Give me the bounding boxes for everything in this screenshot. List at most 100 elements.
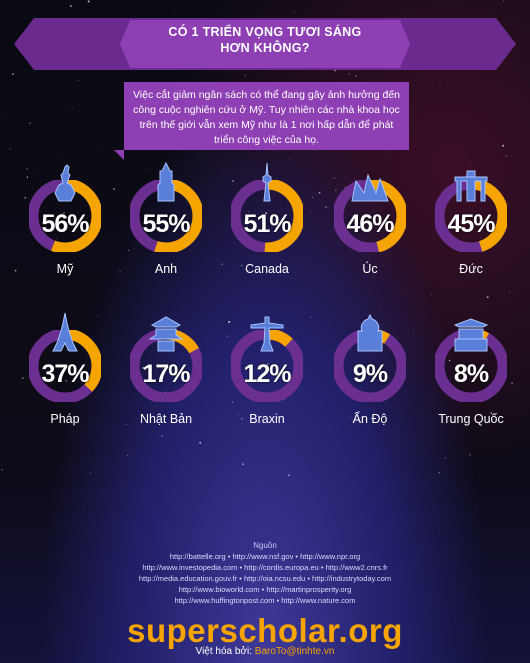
star [33,170,35,172]
star [293,11,295,13]
star [199,441,202,444]
star [6,117,8,119]
star [438,471,441,474]
star [265,212,268,215]
title-banner-inner [120,20,410,68]
star [145,168,147,170]
country-name: Úc [362,262,378,276]
star [503,0,504,2]
star [119,270,121,273]
star [40,422,42,424]
star [78,79,80,81]
star [244,74,246,76]
country-name: Ấn Độ [352,412,388,426]
country-item: 17% Nhật Bản [118,308,214,428]
source-line[interactable]: http://www.investopedia.com • http://cor… [142,563,388,572]
brandenburg-gate-icon [454,170,488,202]
christ-the-redeemer-icon [250,316,284,352]
star [234,242,236,244]
star [413,332,414,334]
star [348,73,351,75]
star [231,401,234,404]
star [127,249,130,252]
star [248,211,250,213]
star [333,177,335,179]
star [512,428,514,430]
country-item: 55% Anh [118,158,214,278]
percent-value: 12% [243,360,291,388]
star [226,335,229,338]
star [242,463,244,466]
star [502,144,505,147]
percent-value: 51% [243,210,291,238]
star [182,302,184,303]
intro-text-box: Việc cắt giảm ngân sách có thể đang gây … [114,82,409,160]
statue-of-liberty-icon [54,164,76,202]
country-item: 45% Đức [423,158,519,278]
star [237,414,240,416]
country-name: Mỹ [56,262,74,276]
brand-logo-text[interactable]: superscholar.org [127,612,403,649]
big-ben-icon [157,161,175,202]
star [379,306,381,308]
star [56,237,58,239]
star [62,212,66,215]
star [186,167,187,169]
star [288,474,290,476]
country-name: Nhật Bản [139,412,193,426]
star [97,315,98,317]
forbidden-city-icon [453,318,489,352]
percent-value: 45% [447,210,495,238]
star [355,75,357,77]
star [24,197,27,199]
source-line[interactable]: http://www.bioworld.com • http://martinp… [178,585,352,594]
page-title: CÓ 1 TRIỂN VỌNG TƯƠI SÁNG HƠN KHÔNG? [120,24,410,56]
star [473,272,475,274]
star [425,197,426,199]
sources-heading: Nguồn [253,541,277,550]
sources-block: Nguồn http://battelle.org • http://www.n… [80,540,450,606]
source-line[interactable]: http://media.education.gouv.fr • http://… [138,574,392,583]
star [323,184,324,185]
star [127,454,128,456]
country-name: Pháp [50,412,80,426]
star [240,264,243,267]
sydney-opera-house-icon [351,173,389,202]
star [448,359,451,362]
star [325,206,327,208]
credit-author[interactable]: BaroTo@tinhte.vn [254,646,335,657]
star [373,6,374,8]
title-line-2: HƠN KHÔNG? [220,41,310,55]
star [310,316,312,318]
country-name: Braxin [249,412,285,426]
star [509,291,511,293]
star [26,176,29,178]
source-line[interactable]: http://battelle.org • http://www.nsf.gov… [169,552,361,561]
star [142,367,145,369]
country-item: 51% Canada [219,158,315,278]
country-name: Trung Quốc [438,412,504,426]
star [70,5,72,7]
star [12,73,14,75]
country-name: Canada [245,262,289,276]
star [174,12,176,14]
star [21,376,24,380]
translation-credit: Việt hóa bởi: BaroTo@tinhte.vn [0,646,530,657]
country-item: 37% Pháp [17,308,113,428]
star [89,472,91,474]
star [349,416,351,418]
star [29,122,31,124]
credit-prefix: Việt hóa bởi: [195,646,255,657]
star [279,201,281,203]
star [0,233,1,235]
star [164,391,167,393]
star [221,263,223,266]
star [444,457,446,459]
title-line-1: CÓ 1 TRIỂN VỌNG TƯƠI SÁNG [168,25,362,39]
taj-mahal-icon [357,313,383,352]
star [113,188,115,190]
star [510,382,514,385]
star [65,379,68,382]
source-line[interactable]: http://www.huffingtonpost.com • http://w… [174,596,356,605]
